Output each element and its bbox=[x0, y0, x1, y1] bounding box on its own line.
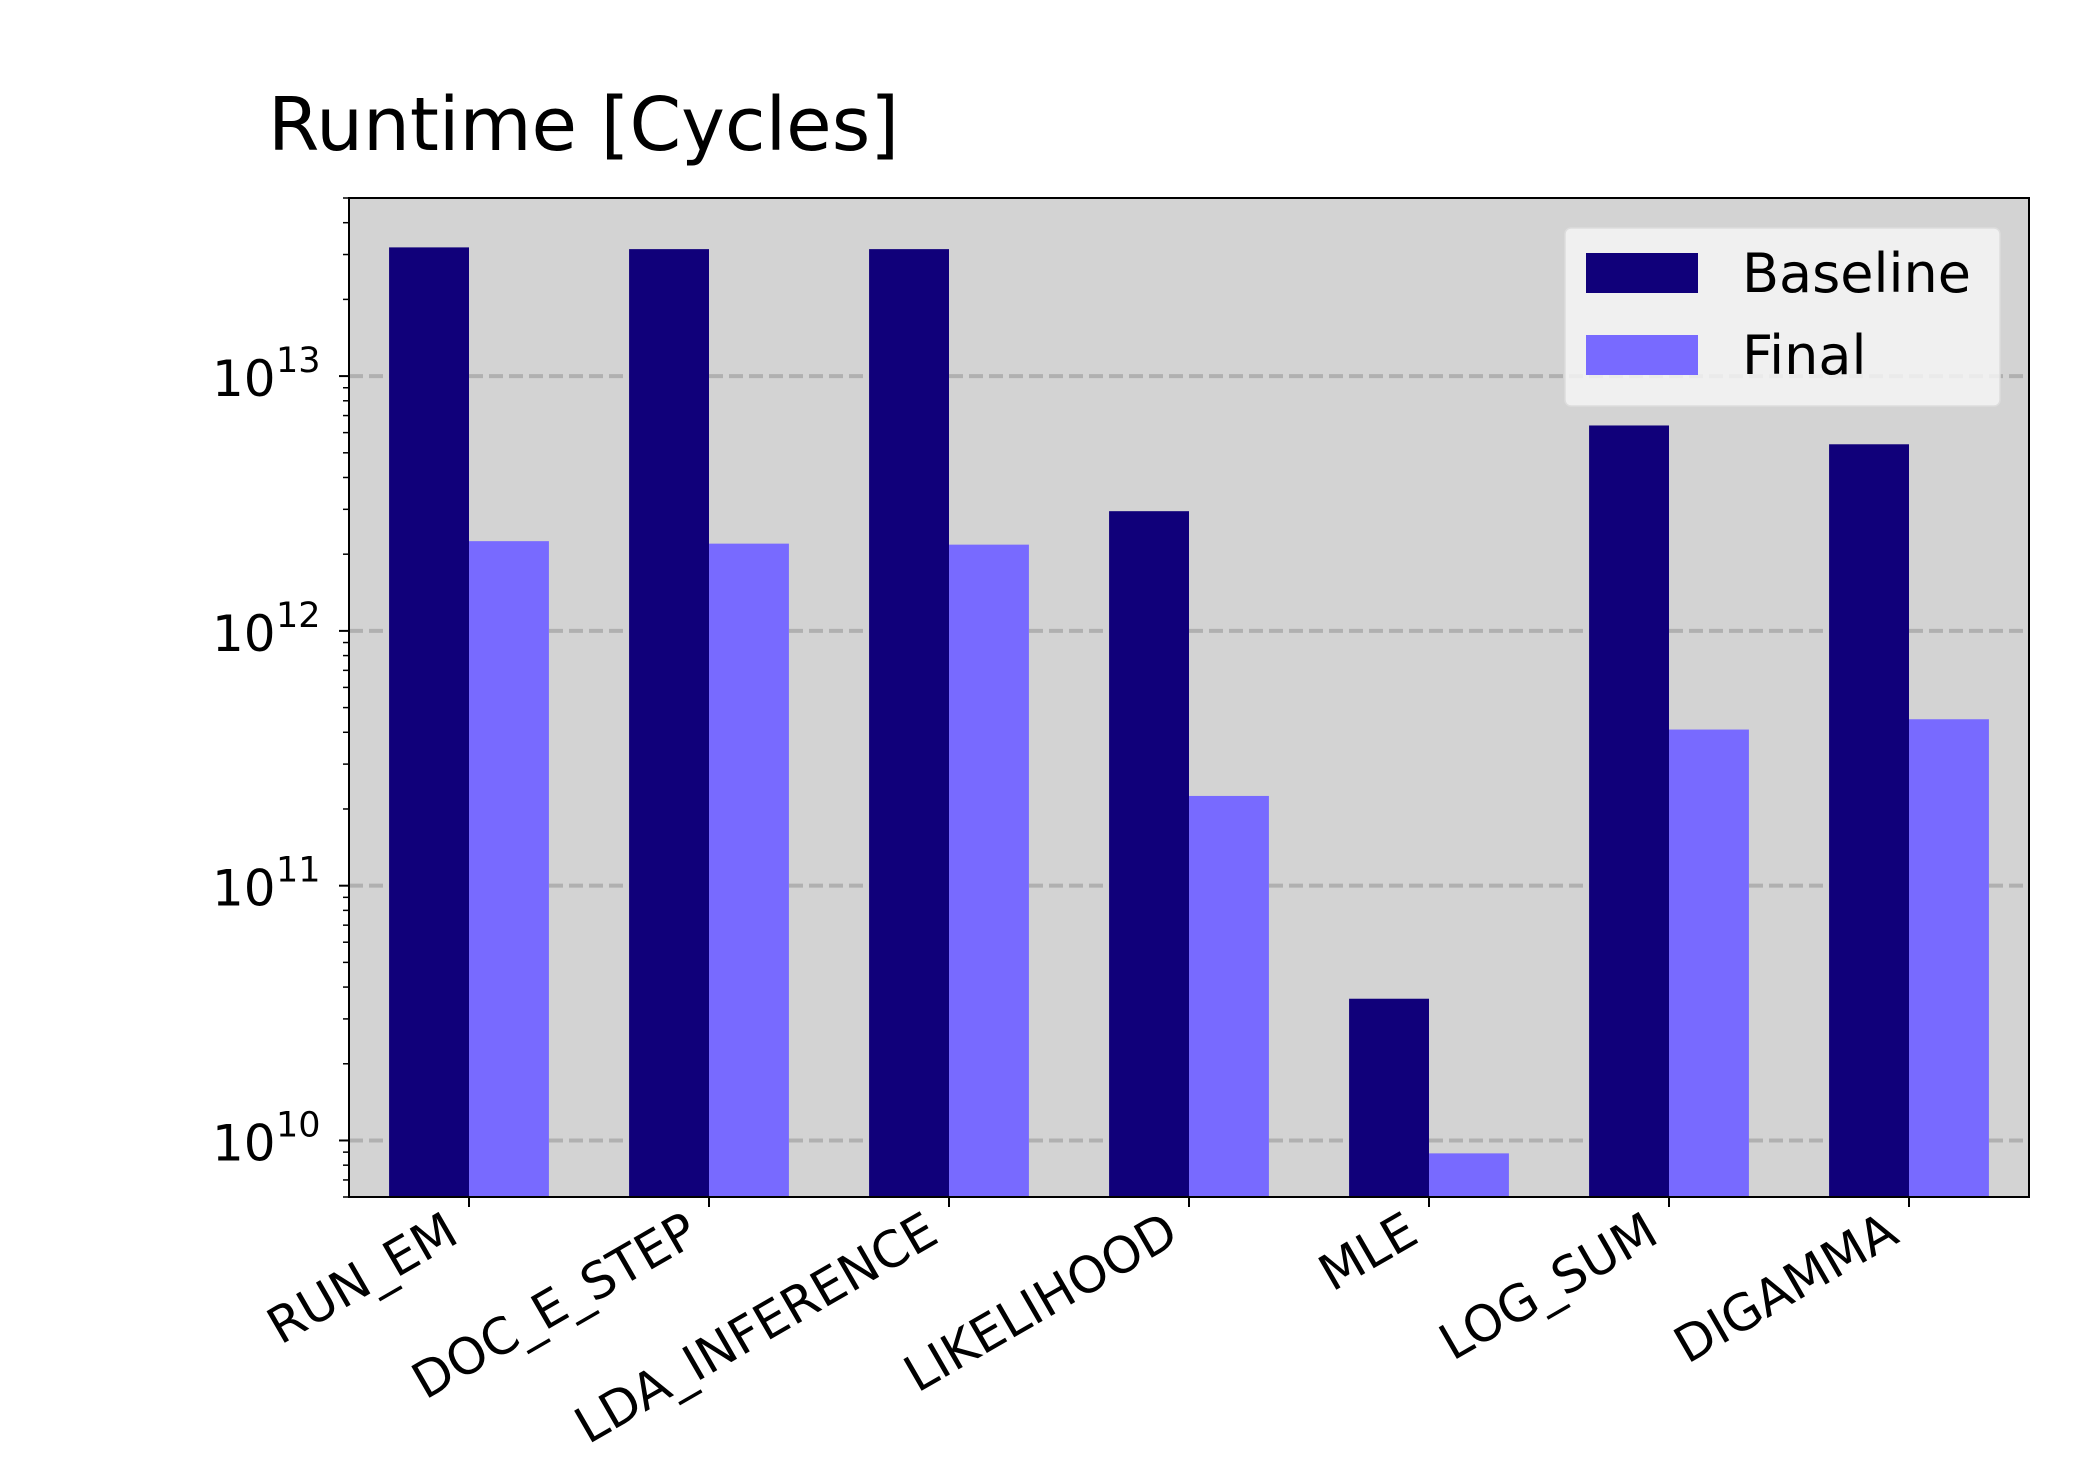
legend: Baseline Final bbox=[1564, 227, 2001, 407]
y-tick-label: 10 bbox=[212, 1114, 276, 1172]
x-tick-label: LOG_SUM bbox=[1430, 1201, 1667, 1372]
bar-baseline-run-em bbox=[389, 247, 469, 1197]
x-tick-label: MLE bbox=[1309, 1201, 1427, 1303]
bar-baseline-mle bbox=[1349, 998, 1429, 1197]
y-tick-exponent: 11 bbox=[276, 851, 321, 891]
legend-label-baseline: Baseline bbox=[1742, 242, 1971, 305]
bar-final-run-em bbox=[469, 541, 549, 1197]
bar-final-mle bbox=[1429, 1153, 1509, 1197]
legend-swatch-baseline bbox=[1586, 253, 1698, 293]
bar-final-lda-inference bbox=[949, 544, 1029, 1197]
bar-final-likelihood bbox=[1189, 795, 1269, 1197]
bar-final-digamma bbox=[1909, 719, 1989, 1197]
x-tick-label: DIGAMMA bbox=[1664, 1201, 1907, 1375]
y-tick-exponent: 10 bbox=[276, 1105, 321, 1145]
bar-baseline-doc-e-step bbox=[629, 249, 709, 1197]
bars bbox=[389, 247, 1989, 1197]
y-tick-exponent: 13 bbox=[276, 341, 321, 381]
bar-baseline-digamma bbox=[1829, 444, 1909, 1197]
plot-frame bbox=[348, 197, 2030, 1198]
x-tick-label: RUN_EM bbox=[257, 1201, 467, 1355]
y-tick-label: 10 bbox=[212, 605, 276, 663]
bar-final-doc-e-step bbox=[709, 543, 789, 1197]
bar-final-log-sum bbox=[1669, 729, 1749, 1197]
y-tick-exponent: 12 bbox=[276, 596, 321, 636]
bar-baseline-likelihood bbox=[1109, 511, 1189, 1197]
legend-label-final: Final bbox=[1742, 324, 1866, 387]
chart-title: Runtime [Cycles] bbox=[268, 82, 899, 168]
y-tick-label: 10 bbox=[212, 350, 276, 408]
legend-swatch-final bbox=[1586, 335, 1698, 375]
bar-baseline-lda-inference bbox=[869, 249, 949, 1197]
bar-baseline-log-sum bbox=[1589, 425, 1669, 1197]
x-tick-label: LIKELIHOOD bbox=[894, 1201, 1187, 1403]
y-tick-label: 10 bbox=[212, 860, 276, 918]
